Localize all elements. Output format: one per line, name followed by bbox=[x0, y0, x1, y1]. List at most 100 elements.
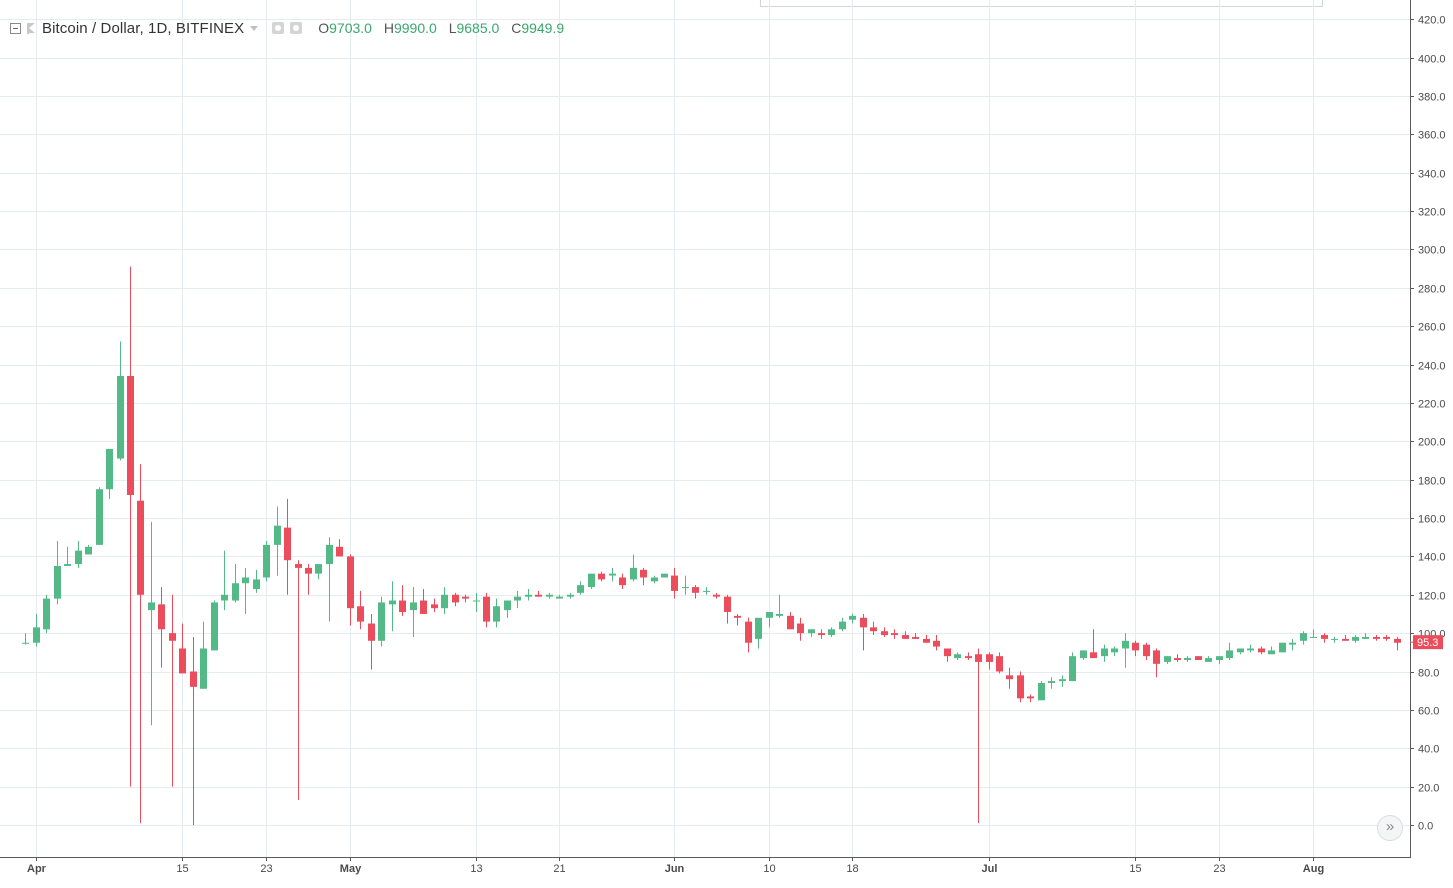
candle-down bbox=[1195, 656, 1202, 660]
candle-body bbox=[902, 635, 909, 639]
candle-body bbox=[912, 636, 919, 639]
open-value: 9703.0 bbox=[329, 20, 372, 36]
candle-body bbox=[525, 594, 532, 597]
candle-up bbox=[766, 612, 773, 628]
y-tick-label: 300.0 bbox=[1418, 245, 1446, 257]
candle-body bbox=[221, 594, 228, 601]
symbol-title[interactable]: Bitcoin / Dollar, 1D, BITFINEX bbox=[42, 19, 245, 37]
candle-body bbox=[1090, 652, 1097, 659]
candle-down bbox=[734, 613, 741, 626]
candle-up bbox=[651, 575, 658, 584]
candle-body bbox=[598, 573, 605, 580]
candle-body bbox=[797, 623, 804, 634]
y-tick-label: 0.0 bbox=[1418, 821, 1433, 833]
candle-body bbox=[347, 556, 354, 609]
candle-up bbox=[263, 541, 270, 582]
candle-body bbox=[54, 565, 61, 599]
toolbar-panel-edge[interactable] bbox=[760, 0, 1323, 7]
candle-body bbox=[1205, 658, 1212, 662]
candle-up bbox=[567, 592, 574, 599]
eye-icon[interactable] bbox=[272, 22, 285, 34]
collapse-icon[interactable] bbox=[10, 22, 21, 34]
candle-down bbox=[399, 585, 406, 616]
candle-up bbox=[588, 573, 595, 589]
candle-up bbox=[1038, 681, 1045, 701]
candle-up bbox=[682, 575, 689, 595]
candle-up bbox=[755, 617, 762, 649]
flag-icon[interactable] bbox=[27, 22, 36, 34]
last-price-label: 95.3 bbox=[1417, 637, 1438, 649]
candle-body bbox=[85, 546, 92, 555]
candle-body bbox=[514, 596, 521, 601]
candle-down bbox=[797, 617, 804, 641]
candle-body bbox=[1258, 648, 1265, 653]
candle-down bbox=[1017, 671, 1024, 703]
candle-up bbox=[776, 594, 783, 618]
candle-down bbox=[996, 652, 1003, 674]
candle-body bbox=[158, 604, 165, 630]
candle-down bbox=[891, 629, 898, 639]
y-tick-label: 240.0 bbox=[1418, 361, 1446, 373]
chevron-down-icon[interactable] bbox=[250, 25, 259, 31]
candle-body bbox=[1006, 675, 1013, 680]
candle-body bbox=[986, 654, 993, 662]
candle-up bbox=[389, 581, 396, 632]
x-tick-label: Jul bbox=[982, 863, 998, 875]
candle-body bbox=[190, 671, 197, 687]
candle-down bbox=[619, 573, 626, 589]
candle-body bbox=[923, 638, 930, 643]
candle-down bbox=[1006, 667, 1013, 689]
candle-up bbox=[211, 600, 218, 651]
scroll-to-realtime-button[interactable]: » bbox=[1377, 815, 1403, 841]
settings-icon[interactable] bbox=[290, 22, 303, 34]
candle-body bbox=[787, 615, 794, 630]
candle-body bbox=[860, 617, 867, 628]
candle-down bbox=[347, 554, 354, 626]
candle-up bbox=[609, 567, 616, 582]
y-tick-label: 380.0 bbox=[1418, 92, 1446, 104]
candle-up bbox=[504, 600, 511, 618]
candle-body bbox=[106, 448, 113, 490]
candle-body bbox=[242, 577, 249, 584]
candle-body bbox=[1310, 636, 1317, 638]
candle-down bbox=[881, 627, 888, 637]
candle-body bbox=[64, 564, 71, 566]
y-tick-label: 80.0 bbox=[1418, 668, 1439, 680]
candle-down bbox=[923, 635, 930, 643]
candle-body bbox=[724, 596, 731, 613]
candle-body bbox=[1184, 658, 1191, 660]
candle-body bbox=[148, 602, 155, 611]
y-tick-label: 40.0 bbox=[1418, 744, 1439, 756]
candle-up bbox=[1111, 646, 1118, 657]
candle-body bbox=[179, 648, 186, 674]
candle-up bbox=[1247, 644, 1254, 653]
candle-body bbox=[1342, 638, 1349, 641]
candle-down bbox=[713, 592, 720, 599]
candle-body bbox=[1373, 636, 1380, 639]
candle-down bbox=[305, 564, 312, 595]
candle-body bbox=[1279, 642, 1286, 653]
candle-body bbox=[567, 594, 574, 597]
candle-body bbox=[933, 640, 940, 647]
y-tick-label: 360.0 bbox=[1418, 130, 1446, 142]
candle-down bbox=[1027, 694, 1034, 703]
candle-body bbox=[33, 627, 40, 643]
candle-up bbox=[1205, 656, 1212, 662]
candle-body bbox=[1048, 681, 1055, 684]
candle-body bbox=[776, 613, 783, 616]
low-label: L bbox=[448, 20, 457, 36]
candle-up bbox=[1352, 635, 1359, 643]
candle-body bbox=[588, 573, 595, 588]
x-tick-label: 15 bbox=[1129, 863, 1141, 875]
open-label: O bbox=[318, 20, 330, 36]
candle-body bbox=[1195, 656, 1202, 660]
x-tick-label: 10 bbox=[763, 863, 775, 875]
candle-down bbox=[1090, 629, 1097, 659]
high-label: H bbox=[383, 20, 394, 36]
candle-body bbox=[410, 602, 417, 611]
candle-body bbox=[818, 633, 825, 636]
candle-up bbox=[703, 587, 710, 595]
candle-body bbox=[420, 600, 427, 614]
candle-body bbox=[671, 575, 678, 591]
